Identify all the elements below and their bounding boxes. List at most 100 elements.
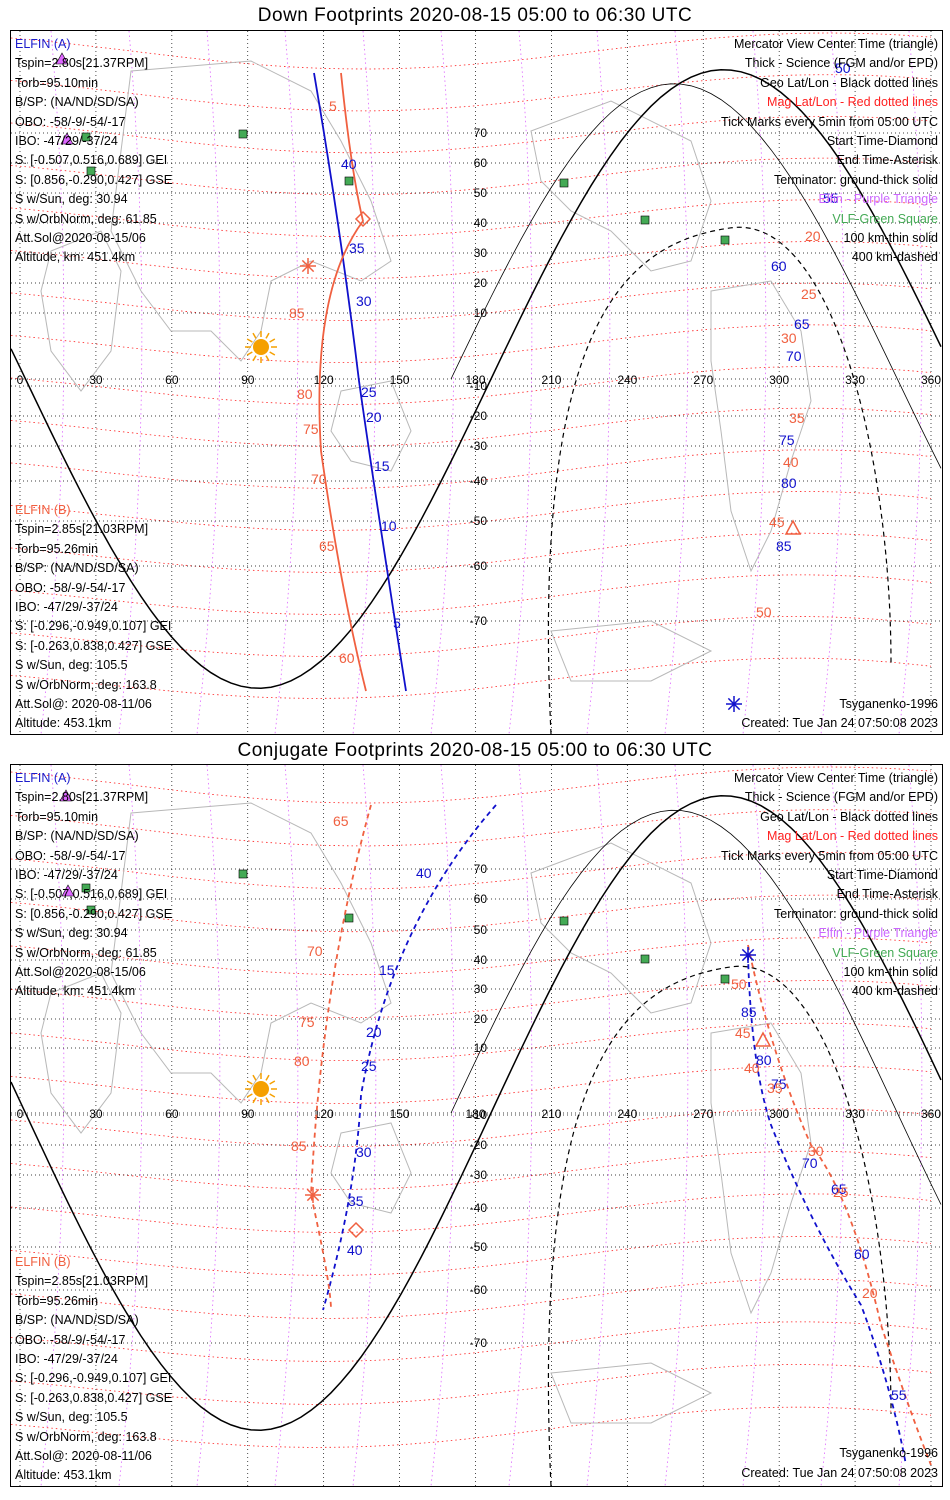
elfin-a-obo: OBO: -58/-9/-54/-17 <box>15 114 126 129</box>
legend-100km: 100 km-thin solid <box>843 231 939 246</box>
sun-ray <box>246 1080 253 1085</box>
lat-tick-label: 20 <box>474 276 488 290</box>
elfin-a-tick-label: 85 <box>776 538 792 554</box>
start-diamond-icon <box>354 210 372 228</box>
elfin-a-tspin: Tspin=2.80s[21.37RPM] <box>15 790 149 805</box>
elfin-b-tick-label: 35 <box>789 410 805 426</box>
mag-lat-line <box>11 1108 932 1147</box>
coastline <box>40 230 122 392</box>
lon-tick-label: 240 <box>617 1107 637 1121</box>
elfin-a-bsp: B/SP: (NA/ND/SD/SA) <box>15 95 139 110</box>
lat-tick-label: 10 <box>474 306 488 320</box>
legend-terminator: Terminator: ground-thick solid <box>774 172 938 187</box>
elfin-b-tick-label: 50 <box>756 604 772 620</box>
legend-400km: 400 km-dashed <box>851 984 938 999</box>
lon-tick-label: 270 <box>693 1107 713 1121</box>
elfin-a-info: ELFIN (A) Tspin=2.80s[21.37RPM] Torb=95.… <box>15 769 172 1002</box>
elfin-a-s-gse: S: [0.856,-0.290,0.427] GSE <box>15 172 173 187</box>
elfin-a-s-sun: S w/Sun, deg: 30.94 <box>15 192 128 207</box>
mag-lat-line <box>11 115 932 154</box>
elfin-a-altitude: Altitude, km: 451.4km <box>15 984 136 999</box>
lat-tick-label: -70 <box>470 1336 488 1350</box>
elfin-b-obo: OBO: -58/-9/-54/-17 <box>15 1332 126 1347</box>
elfin-b-bsp: B/SP: (NA/ND/SD/SA) <box>15 561 139 576</box>
coastline <box>110 802 392 1104</box>
mag-lon-line <box>40 31 65 734</box>
lat-tick-label: -20 <box>470 1138 488 1152</box>
elfin-b-info: ELFIN (B) Tspin=2.85s[21.03RPM] Torb=95.… <box>15 1253 172 1486</box>
mag-lon-line <box>898 31 923 734</box>
lat-tick-label: 10 <box>474 1041 488 1055</box>
legend-thick-science: Thick - Science (FGM and/or EPD) <box>744 56 938 71</box>
elfin-b-tick-label: 60 <box>339 650 355 666</box>
coastline <box>40 972 122 1134</box>
vlf-square-icon <box>559 916 569 926</box>
mag-lat-line <box>11 1321 932 1362</box>
vlf-square-icon <box>559 178 569 188</box>
elfin-a-tick-label: 20 <box>366 1024 382 1040</box>
mag-lon-line <box>586 765 611 1486</box>
legend-400km: 400 km-dashed <box>851 250 938 265</box>
legend-tick-marks: Tick Marks every 5min from 05:00 UTC <box>721 848 938 863</box>
elfin-a-tspin: Tspin=2.80s[21.37RPM] <box>15 56 149 71</box>
sun-ray <box>269 338 276 343</box>
mag-lon-line <box>664 31 689 734</box>
sun-ray <box>265 1074 270 1081</box>
coastline <box>710 280 812 573</box>
lat-tick-label: 30 <box>474 982 488 996</box>
lon-tick-label: 60 <box>165 373 179 387</box>
sun-ray <box>252 1097 257 1104</box>
elfin-b-s-gse: S: [-0.263,0.838,0.427] GSE <box>15 638 173 653</box>
mag-lon-line <box>118 31 143 734</box>
sun-icon <box>245 1073 277 1105</box>
elfin-a-s-orbnorm: S w/OrbNorm, deg: 61.85 <box>15 211 157 226</box>
elfin-a-attsol: Att.Sol@2020-08-15/06 <box>15 965 146 980</box>
legend-terminator: Terminator: ground-thick solid <box>774 906 938 921</box>
sun-ray <box>252 1074 257 1081</box>
lat-tick-label: -60 <box>470 559 488 573</box>
lon-tick-label: 210 <box>541 1107 561 1121</box>
lon-tick-label: 180 <box>465 1107 485 1121</box>
400km-curve <box>547 226 892 734</box>
vlf-square-icon <box>344 913 354 923</box>
400km-curve <box>547 965 892 1486</box>
elfin-a-tick-label: 10 <box>381 518 397 534</box>
lat-tick-label: 70 <box>474 126 488 140</box>
mag-lat-line <box>11 199 932 238</box>
vlf-square-icon <box>640 215 650 225</box>
elfin-a-tick-label: 55 <box>891 1387 907 1403</box>
legend-start-time: Start Time-Diamond <box>826 134 938 149</box>
lon-tick-label: 90 <box>241 1107 255 1121</box>
elfin-a-tick-label: 35 <box>349 240 365 256</box>
elfin-a-altitude: Altitude, km: 451.4km <box>15 250 136 265</box>
elfin-a-tick-label: 75 <box>779 432 795 448</box>
elfin-b-torb: Torb=95.26min <box>15 1293 99 1308</box>
elfin-a-tick-label: 30 <box>356 1144 372 1160</box>
mag-lat-line <box>11 241 932 280</box>
legend-vlf-square: VLF-Green Square <box>832 945 938 960</box>
lat-tick-label: -10 <box>470 379 488 393</box>
elfin-a-tick-label: 15 <box>379 962 395 978</box>
lon-tick-label: 240 <box>617 373 637 387</box>
coastline <box>110 60 392 362</box>
top-map-title: Down Footprints 2020-08-15 05:00 to 06:3… <box>257 5 693 26</box>
elfin-b-ibo: IBO: -47/29/-37/24 <box>15 600 118 615</box>
lat-tick-label: -40 <box>470 474 488 488</box>
elfin-b-s-gei: S: [-0.296,-0.949,0.107] GEI <box>15 1371 172 1386</box>
terminator-curve <box>11 68 942 690</box>
mag-lat-line <box>11 366 932 405</box>
created-label: Created: Tue Jan 24 07:50:08 2023 <box>741 1466 938 1480</box>
legend-end-time: End Time-Asterisk <box>836 887 938 902</box>
elfin-a-s-orbnorm: S w/OrbNorm, deg: 61.85 <box>15 945 157 960</box>
end-asterisk-icon <box>305 1187 321 1203</box>
conjugate-footprints-panel: 0 30 60 90 120 150 180 210 240 270 300 330 360 70 60 50… <box>10 764 943 1487</box>
lon-tick-label: 0 <box>17 1107 24 1121</box>
lat-tick-label: -20 <box>470 409 488 423</box>
elfin-a-tick-label: 35 <box>348 1193 364 1209</box>
mag-lat-line <box>11 1236 932 1276</box>
100km-curve <box>450 809 942 1205</box>
elfin-b-tick-label: 45 <box>769 514 785 530</box>
mag-lat-line <box>11 657 932 699</box>
elfin-a-ibo: IBO: -47/29/-37/24 <box>15 868 118 883</box>
end-asterisk-icon <box>740 947 756 963</box>
